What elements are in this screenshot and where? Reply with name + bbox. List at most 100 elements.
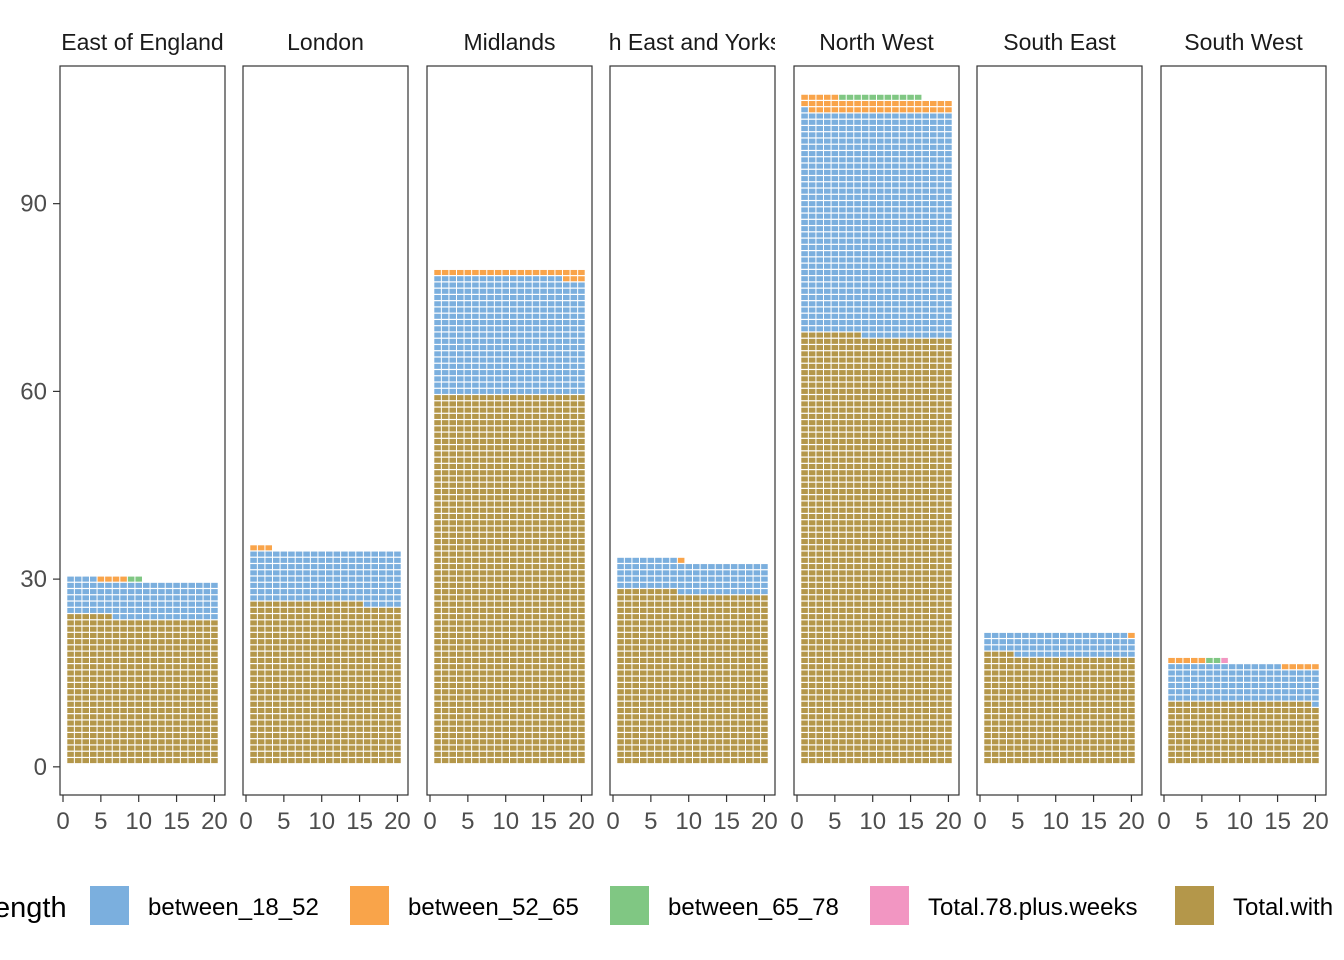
waffle-tile [180, 670, 188, 676]
waffle-tile [502, 614, 509, 620]
waffle-tile [348, 701, 356, 707]
waffle-tile [540, 739, 547, 745]
waffle-tile [449, 639, 456, 645]
waffle-tile [517, 501, 525, 507]
waffle-tile [677, 557, 685, 563]
waffle-tile [434, 288, 441, 294]
waffle-tile [824, 551, 831, 557]
waffle-tile [127, 714, 135, 720]
waffle-tile [188, 632, 195, 638]
waffle-tile [662, 595, 670, 601]
waffle-tile [449, 482, 456, 488]
waffle-tile [647, 620, 655, 626]
facet-strip-label: North East and Yorkshire [565, 29, 819, 55]
waffle-tile [479, 607, 487, 613]
waffle-tile [127, 670, 135, 676]
waffle-tile [502, 751, 509, 757]
waffle-tile [570, 695, 578, 701]
waffle-tile [288, 651, 295, 657]
waffle-tile [303, 720, 310, 726]
waffle-tile [877, 626, 884, 632]
waffle-tile [869, 501, 876, 507]
waffle-tile [97, 733, 105, 739]
waffle-tile [555, 301, 562, 307]
waffle-tile [434, 676, 441, 682]
waffle-tile [74, 682, 82, 689]
waffle-tile [914, 614, 922, 620]
waffle-tile [250, 551, 257, 557]
waffle-tile [877, 351, 884, 357]
waffle-tile [120, 670, 127, 676]
waffle-tile [677, 664, 685, 670]
waffle-tile [563, 620, 570, 626]
waffle-tile [203, 726, 211, 732]
waffle-tile [899, 351, 907, 357]
waffle-tile [250, 726, 257, 732]
waffle-tile [555, 526, 562, 532]
waffle-tile [457, 695, 464, 701]
waffle-tile [273, 639, 280, 645]
waffle-tile [570, 351, 578, 357]
waffle-tile [82, 582, 89, 588]
waffle-tile [479, 620, 487, 626]
waffle-tile [869, 595, 876, 601]
waffle-tile [907, 707, 914, 714]
waffle-tile [839, 714, 846, 720]
waffle-tile [288, 632, 295, 638]
waffle-tile [555, 426, 562, 432]
waffle-tile [816, 482, 823, 488]
waffle-tile [288, 645, 295, 651]
waffle-tile [371, 645, 378, 651]
waffle-tile [670, 607, 677, 613]
waffle-tile [280, 707, 288, 714]
waffle-tile [877, 482, 884, 488]
waffle-tile [730, 733, 738, 739]
waffle-tile [892, 614, 899, 620]
waffle-tile [884, 526, 892, 532]
waffle-tile [303, 739, 310, 745]
waffle-tile [356, 607, 363, 613]
waffle-tile [700, 614, 708, 620]
waffle-tile [280, 726, 288, 732]
waffle-tile [907, 514, 914, 520]
waffle-tile [884, 639, 892, 645]
waffle-tile [74, 695, 82, 701]
waffle-tile [517, 601, 525, 607]
waffle-tile [449, 407, 456, 413]
waffle-tile [517, 463, 525, 470]
waffle-tile [922, 545, 929, 551]
waffle-tile [547, 639, 555, 645]
waffle-tile [570, 682, 578, 689]
waffle-tile [394, 720, 401, 726]
waffle-tile [333, 582, 341, 588]
waffle-tile [647, 701, 655, 707]
waffle-tile [265, 745, 272, 751]
waffle-tile [479, 626, 487, 632]
waffle-tile [578, 401, 585, 407]
waffle-tile [922, 432, 929, 438]
waffle-tile [869, 507, 876, 513]
waffle-tile [386, 695, 394, 701]
waffle-tile [723, 607, 730, 613]
waffle-tile [937, 714, 945, 720]
waffle-tile [839, 707, 846, 714]
waffle-tile [922, 470, 929, 476]
waffle-tile [869, 720, 876, 726]
waffle-tile [434, 451, 441, 457]
waffle-tile [861, 470, 869, 476]
waffle-tile [143, 651, 150, 657]
waffle-tile [899, 632, 907, 638]
waffle-tile [494, 470, 502, 476]
waffle-tile [884, 539, 892, 545]
waffle-tile [158, 589, 165, 595]
waffle-tile [816, 495, 823, 501]
waffle-tile [899, 526, 907, 532]
waffle-tile [824, 714, 831, 720]
waffle-tile [180, 607, 188, 613]
waffle-tile [831, 332, 839, 338]
waffle-tile [907, 632, 914, 638]
waffle-tile [899, 438, 907, 444]
waffle-tile [120, 595, 127, 601]
waffle-tile [441, 657, 449, 663]
waffle-tile [449, 632, 456, 638]
